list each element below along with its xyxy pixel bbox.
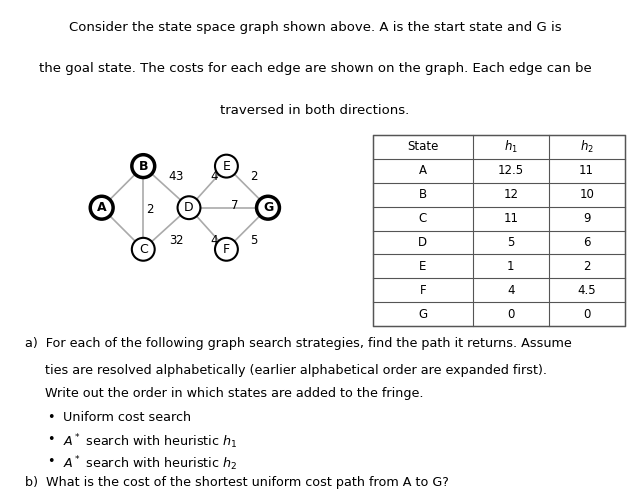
Text: B: B: [419, 188, 427, 201]
Text: 6: 6: [583, 236, 590, 249]
Text: 0: 0: [507, 308, 515, 321]
Text: A: A: [419, 164, 427, 177]
Text: traversed in both directions.: traversed in both directions.: [220, 104, 410, 117]
Text: a)  For each of the following graph search strategies, find the path it returns.: a) For each of the following graph searc…: [25, 337, 572, 350]
Text: 5: 5: [507, 236, 515, 249]
Text: 4.5: 4.5: [577, 284, 596, 297]
Text: 11: 11: [503, 212, 518, 225]
Text: 10: 10: [579, 188, 594, 201]
Text: 4: 4: [210, 235, 218, 248]
Text: D: D: [184, 201, 194, 214]
Text: 12: 12: [503, 188, 518, 201]
Text: 4: 4: [210, 170, 218, 183]
FancyBboxPatch shape: [373, 135, 624, 326]
Text: Uniform cost search: Uniform cost search: [63, 411, 191, 424]
Text: $A^*$ search with heuristic $h_2$: $A^*$ search with heuristic $h_2$: [63, 454, 238, 473]
Circle shape: [132, 238, 155, 261]
Text: •: •: [47, 433, 55, 446]
Circle shape: [90, 196, 113, 219]
Text: •: •: [47, 411, 55, 424]
Text: 0: 0: [583, 308, 590, 321]
Text: 2: 2: [583, 260, 590, 273]
Text: State: State: [407, 141, 438, 153]
Text: b)  What is the cost of the shortest uniform cost path from A to G?: b) What is the cost of the shortest unif…: [25, 477, 449, 490]
Text: 2: 2: [175, 235, 182, 248]
Text: •: •: [47, 454, 55, 468]
Text: 7: 7: [231, 199, 239, 212]
Text: $h_1$: $h_1$: [504, 139, 518, 155]
Circle shape: [215, 238, 238, 261]
Circle shape: [215, 154, 238, 178]
Circle shape: [178, 196, 200, 219]
Text: E: E: [419, 260, 427, 273]
Text: 5: 5: [249, 235, 257, 248]
Text: 4: 4: [169, 170, 176, 183]
Text: 12.5: 12.5: [498, 164, 524, 177]
Text: 2: 2: [249, 170, 257, 183]
Text: Write out the order in which states are added to the fringe.: Write out the order in which states are …: [25, 387, 424, 400]
Circle shape: [256, 196, 280, 219]
Text: F: F: [223, 243, 230, 256]
Text: 2: 2: [146, 203, 153, 216]
Text: F: F: [420, 284, 426, 297]
Text: $h_2$: $h_2$: [580, 139, 593, 155]
Text: E: E: [222, 159, 231, 173]
Text: 9: 9: [583, 212, 590, 225]
Text: $A^*$ search with heuristic $h_1$: $A^*$ search with heuristic $h_1$: [63, 433, 238, 451]
Text: G: G: [263, 201, 273, 214]
Text: A: A: [97, 201, 106, 214]
Text: C: C: [419, 212, 427, 225]
Text: 11: 11: [579, 164, 594, 177]
Text: 1: 1: [507, 260, 515, 273]
Text: B: B: [139, 159, 148, 173]
Text: Consider the state space graph shown above. A is the start state and G is: Consider the state space graph shown abo…: [69, 21, 561, 34]
Circle shape: [132, 154, 155, 178]
Text: 4: 4: [507, 284, 515, 297]
Text: the goal state. The costs for each edge are shown on the graph. Each edge can be: the goal state. The costs for each edge …: [38, 62, 592, 75]
Text: G: G: [418, 308, 427, 321]
Text: 3: 3: [169, 235, 176, 248]
Text: C: C: [139, 243, 147, 256]
Text: 3: 3: [175, 170, 182, 183]
Text: D: D: [418, 236, 427, 249]
Text: ties are resolved alphabetically (earlier alphabetical order are expanded first): ties are resolved alphabetically (earlie…: [25, 364, 547, 377]
